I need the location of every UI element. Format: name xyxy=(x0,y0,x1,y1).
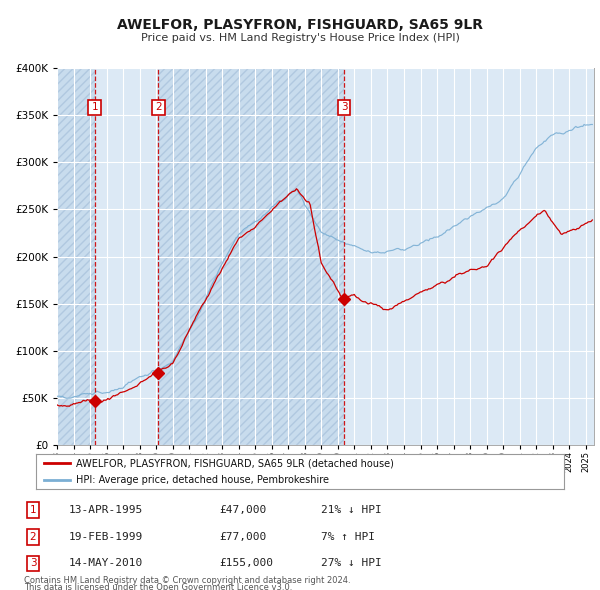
Text: 3: 3 xyxy=(341,103,347,113)
Text: HPI: Average price, detached house, Pembrokeshire: HPI: Average price, detached house, Pemb… xyxy=(76,474,329,484)
Text: 19-FEB-1999: 19-FEB-1999 xyxy=(69,532,143,542)
Text: 2: 2 xyxy=(29,532,37,542)
Text: £155,000: £155,000 xyxy=(219,559,273,568)
Text: 2: 2 xyxy=(155,103,161,113)
Text: 7% ↑ HPI: 7% ↑ HPI xyxy=(321,532,375,542)
Text: AWELFOR, PLASYFRON, FISHGUARD, SA65 9LR: AWELFOR, PLASYFRON, FISHGUARD, SA65 9LR xyxy=(117,18,483,32)
Text: 1: 1 xyxy=(91,103,98,113)
Bar xyxy=(158,68,344,445)
Text: 21% ↓ HPI: 21% ↓ HPI xyxy=(321,506,382,515)
Text: 3: 3 xyxy=(29,559,37,568)
Text: 1: 1 xyxy=(29,506,37,515)
Text: This data is licensed under the Open Government Licence v3.0.: This data is licensed under the Open Gov… xyxy=(24,582,292,590)
Bar xyxy=(95,68,158,445)
Text: £47,000: £47,000 xyxy=(219,506,266,515)
Bar xyxy=(57,68,95,445)
Text: Contains HM Land Registry data © Crown copyright and database right 2024.: Contains HM Land Registry data © Crown c… xyxy=(24,576,350,585)
Text: 27% ↓ HPI: 27% ↓ HPI xyxy=(321,559,382,568)
Bar xyxy=(344,68,594,445)
Text: 13-APR-1995: 13-APR-1995 xyxy=(69,506,143,515)
Text: AWELFOR, PLASYFRON, FISHGUARD, SA65 9LR (detached house): AWELFOR, PLASYFRON, FISHGUARD, SA65 9LR … xyxy=(76,458,394,468)
Text: 14-MAY-2010: 14-MAY-2010 xyxy=(69,559,143,568)
Text: £77,000: £77,000 xyxy=(219,532,266,542)
Text: Price paid vs. HM Land Registry's House Price Index (HPI): Price paid vs. HM Land Registry's House … xyxy=(140,33,460,42)
